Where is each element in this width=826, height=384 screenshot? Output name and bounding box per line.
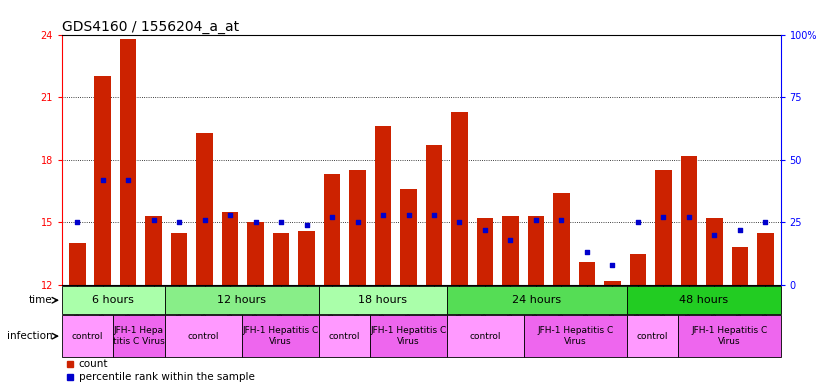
Bar: [375, 126, 392, 285]
Bar: [164, 315, 241, 357]
Bar: [477, 218, 493, 285]
Bar: [757, 233, 774, 285]
Text: control: control: [470, 332, 501, 341]
Text: JFH-1 Hepatitis C
Virus: JFH-1 Hepatitis C Virus: [370, 326, 447, 346]
Point: [173, 219, 186, 225]
Bar: [528, 216, 544, 285]
Text: control: control: [72, 332, 103, 341]
Bar: [197, 133, 213, 285]
Bar: [324, 174, 340, 285]
Bar: [629, 254, 646, 285]
Text: 18 hours: 18 hours: [358, 295, 407, 305]
Bar: [120, 39, 136, 285]
Text: JFH-1 Hepatitis C
Virus: JFH-1 Hepatitis C Virus: [537, 326, 614, 346]
Point: [504, 237, 517, 243]
Bar: [62, 286, 164, 314]
Point: [121, 177, 135, 183]
Text: time: time: [29, 295, 52, 305]
Bar: [553, 193, 570, 285]
Bar: [502, 216, 519, 285]
Bar: [604, 281, 620, 285]
Bar: [681, 156, 697, 285]
Bar: [94, 76, 111, 285]
Bar: [401, 189, 417, 285]
Point: [249, 219, 262, 225]
Bar: [145, 216, 162, 285]
Bar: [655, 170, 672, 285]
Point: [402, 212, 415, 218]
Bar: [62, 315, 113, 357]
Point: [758, 219, 771, 225]
Text: 48 hours: 48 hours: [679, 295, 729, 305]
Point: [733, 227, 747, 233]
Bar: [447, 315, 524, 357]
Text: 24 hours: 24 hours: [512, 295, 562, 305]
Point: [581, 250, 594, 256]
Bar: [241, 315, 319, 357]
Bar: [247, 222, 263, 285]
Text: JFH-1 Hepa
titis C Virus: JFH-1 Hepa titis C Virus: [113, 326, 165, 346]
Bar: [171, 233, 188, 285]
Point: [351, 219, 364, 225]
Point: [708, 232, 721, 238]
Point: [224, 212, 237, 218]
Bar: [349, 170, 366, 285]
Bar: [706, 218, 723, 285]
Point: [529, 217, 543, 223]
Point: [96, 177, 109, 183]
Bar: [732, 247, 748, 285]
Bar: [370, 315, 447, 357]
Bar: [164, 286, 319, 314]
Text: control: control: [188, 332, 219, 341]
Text: 6 hours: 6 hours: [93, 295, 134, 305]
Text: 12 hours: 12 hours: [217, 295, 266, 305]
Bar: [447, 286, 627, 314]
Point: [71, 219, 84, 225]
Bar: [273, 233, 289, 285]
Point: [682, 214, 695, 220]
Text: GDS4160 / 1556204_a_at: GDS4160 / 1556204_a_at: [62, 20, 239, 33]
Point: [377, 212, 390, 218]
Bar: [524, 315, 627, 357]
Point: [631, 219, 644, 225]
Bar: [678, 315, 781, 357]
Point: [198, 217, 211, 223]
Text: JFH-1 Hepatitis C
Virus: JFH-1 Hepatitis C Virus: [242, 326, 318, 346]
Text: count: count: [78, 359, 108, 369]
Point: [427, 212, 440, 218]
Bar: [319, 315, 370, 357]
Bar: [222, 212, 239, 285]
Bar: [69, 243, 86, 285]
Point: [555, 217, 568, 223]
Text: infection: infection: [7, 331, 52, 341]
Point: [657, 214, 670, 220]
Bar: [627, 315, 678, 357]
Bar: [113, 315, 164, 357]
Bar: [627, 286, 781, 314]
Point: [478, 227, 491, 233]
Text: control: control: [637, 332, 668, 341]
Point: [605, 262, 619, 268]
Bar: [319, 286, 447, 314]
Bar: [579, 262, 596, 285]
Point: [274, 219, 287, 225]
Text: percentile rank within the sample: percentile rank within the sample: [78, 372, 254, 382]
Bar: [425, 145, 442, 285]
Point: [300, 222, 313, 228]
Bar: [298, 231, 315, 285]
Text: control: control: [329, 332, 360, 341]
Point: [325, 214, 339, 220]
Text: JFH-1 Hepatitis C
Virus: JFH-1 Hepatitis C Virus: [691, 326, 767, 346]
Point: [453, 219, 466, 225]
Bar: [451, 112, 468, 285]
Point: [147, 217, 160, 223]
